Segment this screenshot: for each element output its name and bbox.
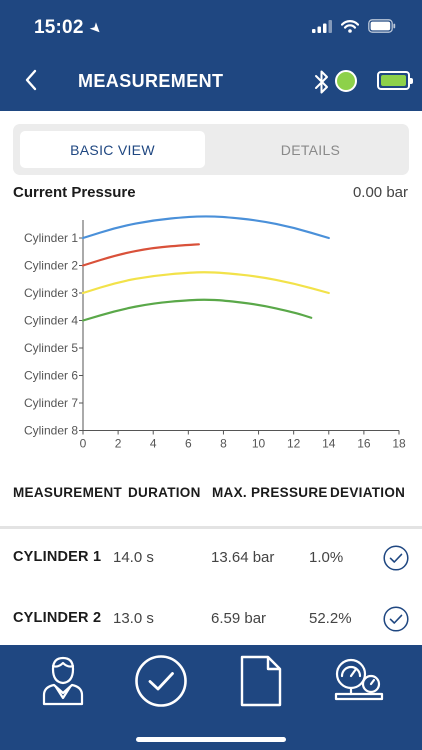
header-max-pressure: MAX. PRESSURE [212, 485, 328, 500]
y-tick-label: Cylinder 5 [24, 341, 78, 355]
operator-icon[interactable] [36, 654, 90, 708]
deviation-value: 1.0% [309, 549, 344, 566]
status-time-label: 15:02 [34, 17, 84, 38]
bottom-nav [0, 645, 422, 750]
status-icons [312, 19, 396, 33]
header-bar: 15:02 ➤ MEASUREMENT [0, 0, 422, 111]
bluetooth-icon[interactable] [312, 68, 332, 96]
device-battery-nub [410, 78, 413, 84]
device-battery-level [381, 75, 406, 86]
home-indicator [136, 737, 286, 742]
cylinder-name: CYLINDER 1 [13, 549, 102, 565]
x-tick-label: 6 [185, 437, 192, 451]
duration-value: 13.0 s [113, 610, 154, 627]
table-divider [0, 526, 422, 529]
checkmark-icon[interactable] [134, 654, 188, 708]
y-tick-label: Cylinder 1 [24, 231, 78, 245]
signal-icon [312, 19, 332, 33]
deviation-value: 52.2% [309, 610, 352, 627]
series-line-3 [81, 271, 330, 295]
series-line-4 [81, 298, 313, 322]
y-tick-label: Cylinder 4 [24, 314, 78, 328]
tab-basic-view[interactable]: BASIC VIEW [20, 131, 205, 168]
y-tick-label: Cylinder 3 [24, 286, 78, 300]
status-time: 15:02 ➤ [34, 17, 106, 39]
x-tick-label: 4 [150, 437, 157, 451]
pressure-chart: Cylinder 1 Cylinder 2 Cylinder 3 Cylinder 4… [24, 215, 406, 451]
x-tick-label: 14 [322, 437, 336, 451]
x-tick-label: 18 [392, 437, 406, 451]
phone-battery-icon [368, 19, 396, 33]
series-line-2 [81, 243, 200, 267]
document-icon[interactable] [234, 654, 288, 708]
max-pressure-value: 13.64 bar [211, 549, 275, 566]
max-pressure-value: 6.59 bar [211, 610, 267, 627]
y-tick-label: Cylinder 8 [24, 424, 78, 438]
header-duration: DURATION [128, 485, 201, 500]
table-row[interactable]: CYLINDER 1 14.0 s 13.64 bar 1.0% [0, 539, 422, 579]
measurement-table-header: MEASUREMENT DURATION MAX. PRESSURE DEVIA… [13, 485, 413, 500]
x-tick-label: 12 [287, 437, 301, 451]
page-title: MEASUREMENT [78, 71, 224, 91]
series-line-1 [81, 215, 330, 240]
x-tick-label: 0 [80, 437, 87, 451]
y-tick-label: Cylinder 7 [24, 396, 78, 410]
x-tick-label: 2 [115, 437, 122, 451]
wifi-icon [341, 19, 359, 33]
y-tick-label: Cylinder 2 [24, 259, 78, 273]
back-button[interactable] [22, 66, 42, 94]
check-circle-icon[interactable] [383, 606, 409, 632]
header-measurement: MEASUREMENT [13, 485, 123, 500]
cylinder-name: CYLINDER 2 [13, 610, 102, 626]
device-battery-icon [377, 71, 413, 90]
location-icon: ➤ [86, 18, 106, 39]
current-pressure-value: 0.00 bar [352, 184, 408, 201]
header-deviation: DEVIATION [330, 485, 406, 500]
duration-value: 14.0 s [113, 549, 154, 566]
table-row[interactable]: CYLINDER 2 13.0 s 6.59 bar 52.2% [0, 600, 422, 640]
check-circle-icon[interactable] [383, 545, 409, 571]
x-tick-label: 16 [357, 437, 371, 451]
gauges-icon[interactable] [332, 654, 386, 708]
view-segmented-control: BASIC VIEW DETAILS [13, 124, 409, 175]
tab-details[interactable]: DETAILS [280, 141, 341, 158]
connection-status-indicator [335, 70, 357, 92]
x-tick-label: 8 [220, 437, 227, 451]
current-pressure-label: Current Pressure [13, 184, 136, 201]
y-tick-label: Cylinder 6 [24, 369, 78, 383]
x-tick-label: 10 [252, 437, 266, 451]
